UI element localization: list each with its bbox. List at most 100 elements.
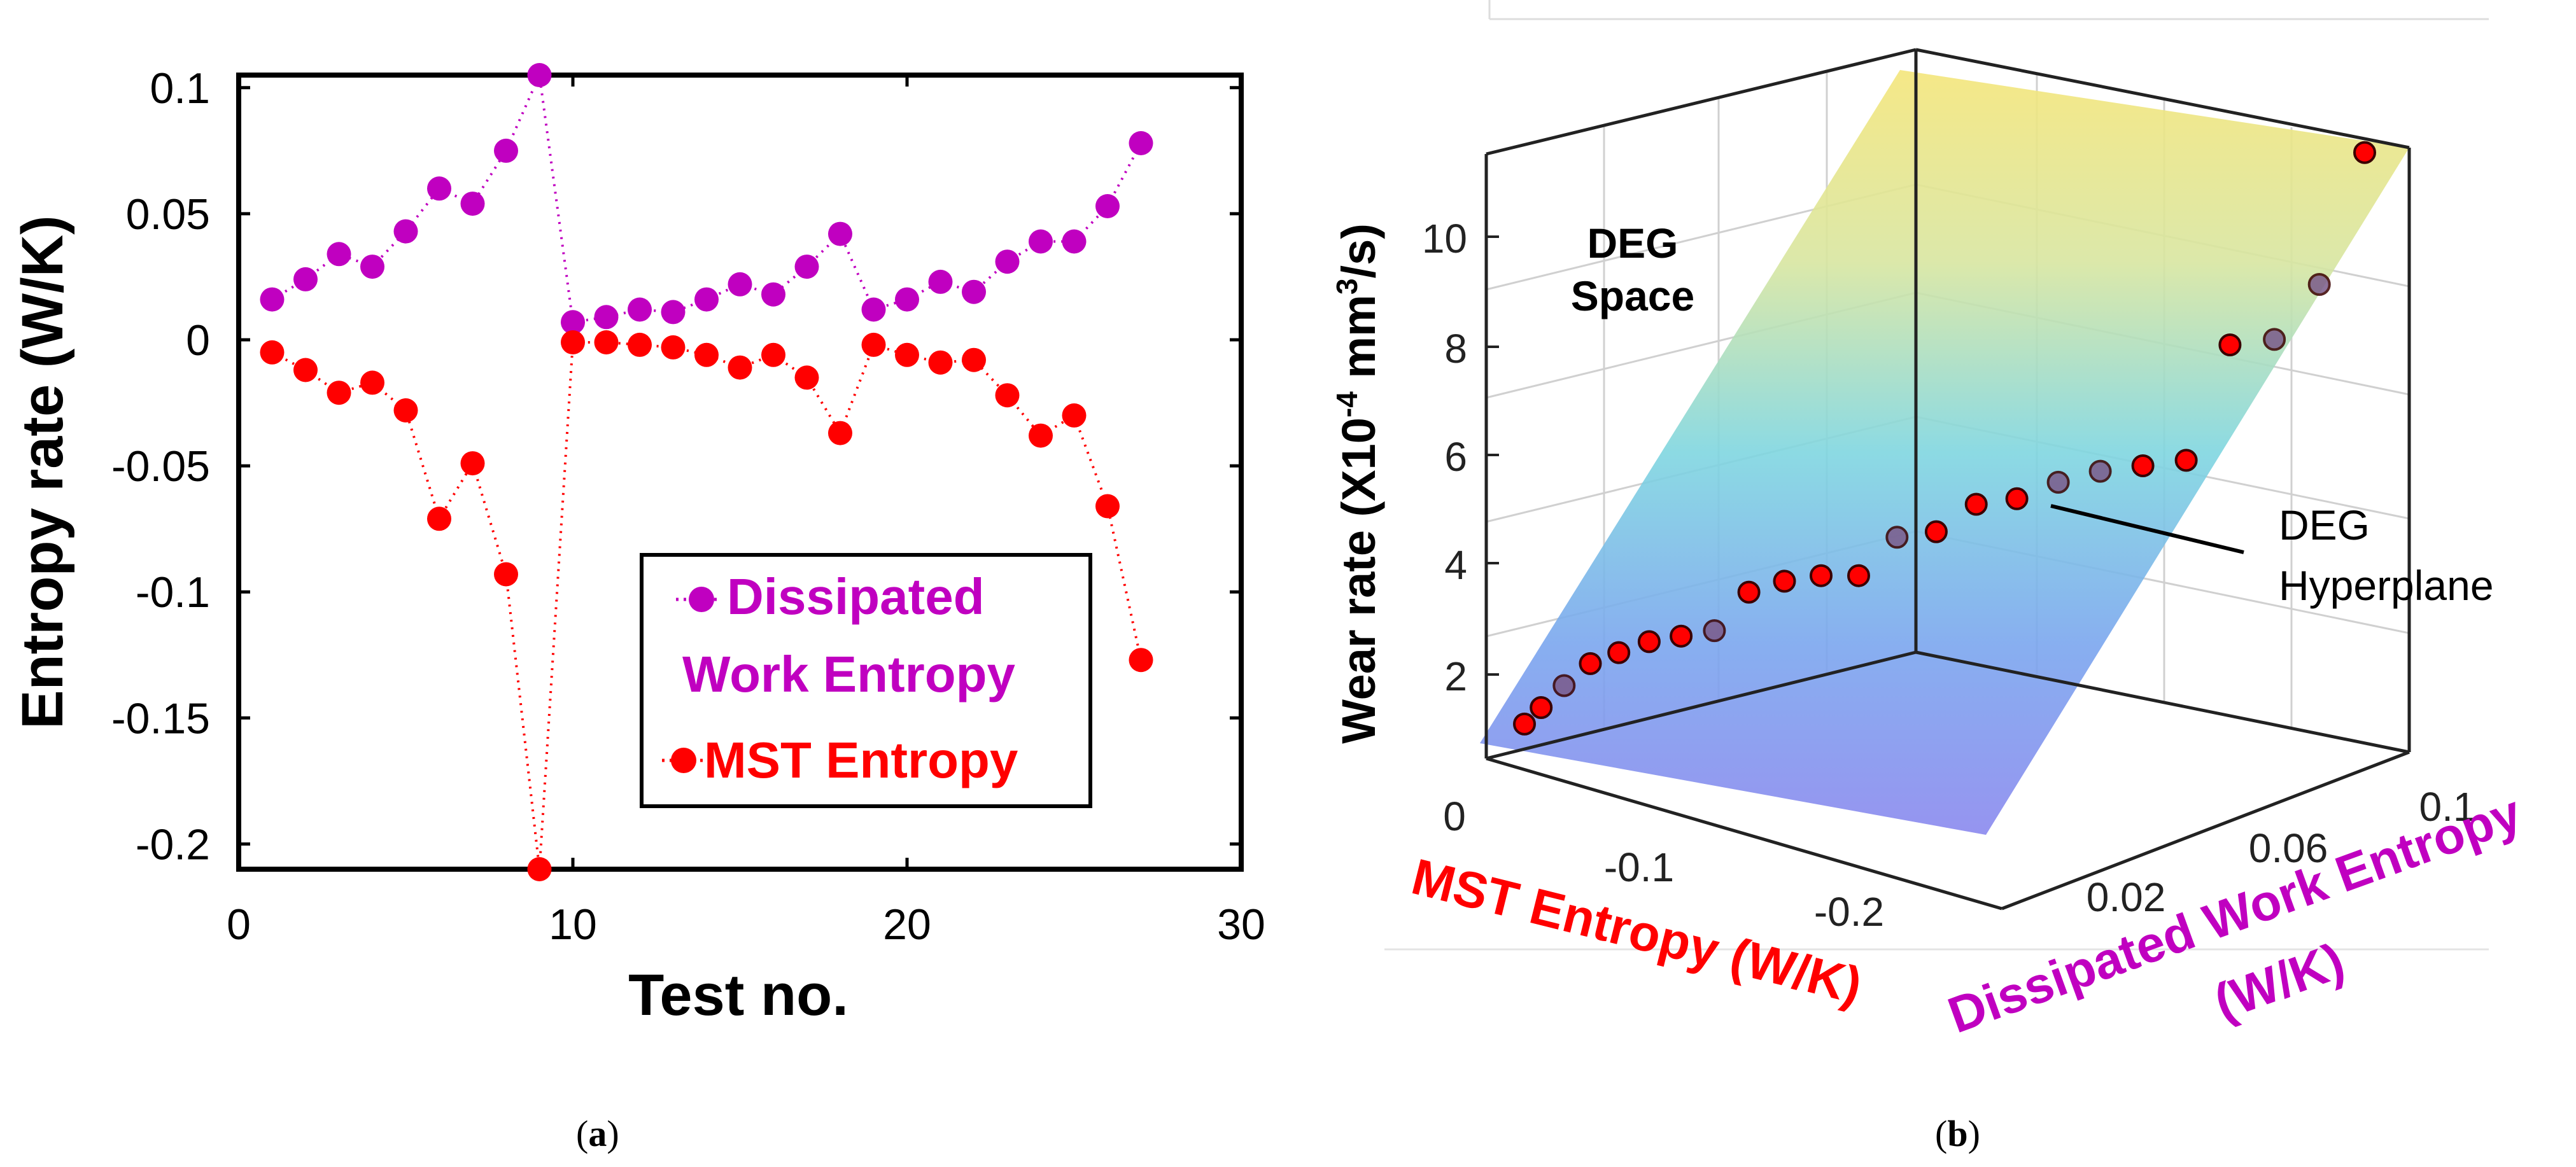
wear-rate-point (1530, 696, 1553, 719)
mst-point (360, 370, 384, 395)
hyperplane-pointer (2050, 504, 2244, 554)
dwe-point (327, 242, 351, 267)
y-tick-label: 0 (186, 316, 210, 365)
mst-point (661, 335, 686, 360)
z-tick-label: 10 (1422, 216, 1467, 262)
wear-rate-point (1670, 624, 1693, 648)
dwe-point (1062, 229, 1087, 254)
z-axis-label: Wear rate (X10-4 mm3/s) (1330, 223, 1385, 744)
z-axis-ticks: 2 4 6 8 10 (1422, 216, 1499, 699)
dwe-point (527, 63, 552, 87)
wear-rate-point (2046, 470, 2070, 494)
wear-rate-point (1773, 570, 1796, 593)
mst-point (260, 340, 285, 365)
mst-point (728, 355, 752, 380)
dwe-point (460, 192, 485, 216)
deg-hyperplane-label-line2: Hyperplane (2279, 562, 2494, 609)
mst-point (293, 358, 318, 382)
mst-point (861, 332, 886, 357)
mst-point (628, 332, 652, 357)
x-tick-label: 30 (1217, 900, 1265, 949)
y-axis-label: Entropy rate (W/K) (10, 215, 75, 729)
mst-point (895, 342, 919, 367)
deg-hyperplane (1480, 70, 2409, 835)
dwe-point (728, 272, 752, 297)
legend-dwe-label-line1: Dissipated (727, 568, 985, 625)
wear-rate-point (2174, 449, 2198, 472)
series-points (260, 63, 1153, 881)
wear-rate-point (2088, 459, 2112, 483)
y-tick-label: -0.05 (111, 442, 210, 491)
x-axis-ticks: 0 10 20 30 (227, 75, 1265, 949)
dwe-point (828, 221, 852, 246)
mst-point (995, 383, 1020, 408)
mst-point (427, 507, 451, 531)
x-axis-label: Test no. (628, 963, 848, 1028)
dwe-point (494, 138, 518, 163)
legend-dwe-marker (689, 587, 714, 612)
dwe-point (895, 287, 919, 312)
wear-rate-point (1737, 580, 1761, 604)
mst-point (561, 330, 585, 354)
wear-rate-point (1552, 674, 1576, 697)
wear-rate-point (2131, 454, 2155, 477)
wear-rate-point (1964, 493, 1988, 516)
mst-point (928, 350, 953, 375)
wear-rate-point (1703, 619, 1726, 643)
wear-rate-point (1579, 652, 1602, 675)
mst-point (1129, 648, 1153, 673)
mst-point (962, 347, 986, 372)
wear-rate-point (2005, 487, 2029, 510)
dwe-point (360, 255, 384, 279)
legend-dwe-label-line2: Work Entropy (682, 646, 1016, 702)
legend-box (640, 553, 1092, 808)
wear-rate-point (1924, 520, 1948, 543)
mst-point (494, 562, 518, 587)
mst-point (1095, 494, 1120, 519)
y-tick-label: -0.2 (136, 820, 210, 869)
dwe-point (928, 269, 953, 294)
deg-space-label-line1: DEG (1587, 220, 1678, 267)
dwe-point (794, 255, 819, 279)
deg-hyperplane-label-line1: DEG (2279, 501, 2370, 549)
dwe-point (594, 305, 619, 330)
entropy-rate-chart: 0.1 0.05 0 -0.05 -0.1 -0.15 -0.2 0 10 20 30 Test … (10, 63, 1265, 1028)
z-tick-label: 4 (1444, 542, 1467, 588)
mst-point (460, 451, 485, 476)
wear-rate-point (1607, 641, 1631, 664)
dwe-point (761, 282, 785, 307)
dwe-point (260, 287, 285, 312)
mst-point (1062, 403, 1087, 428)
x-tick-label: 20 (883, 900, 931, 949)
mst-point (527, 857, 552, 881)
wear-rate-point (2353, 141, 2376, 164)
wear-rate-point (1637, 630, 1661, 653)
mst-point (761, 342, 785, 367)
dwe-point (427, 176, 451, 201)
dwe-point (1029, 229, 1053, 254)
dwe-point (1095, 194, 1120, 218)
z-tick-label: 6 (1444, 434, 1467, 480)
wear-rate-point (1847, 564, 1870, 587)
wear-rate-point (2307, 273, 2331, 296)
x-tick-label: 0 (227, 900, 251, 949)
y-axis-ticks: 0.1 0.05 0 -0.05 -0.1 -0.15 -0.2 (111, 64, 1241, 869)
dwe-point (995, 249, 1020, 274)
mst-point (594, 330, 619, 354)
dwe-point (962, 279, 986, 304)
mst-point (1029, 423, 1053, 448)
x-tick-label: -0.2 (1814, 889, 1884, 935)
deg-space-label-line2: Space (1571, 272, 1694, 319)
wear-rate-point (2263, 328, 2286, 351)
x-tick-label: 0 (1443, 793, 1466, 839)
wear-rate-point (2218, 333, 2242, 356)
y-tick-label: -0.1 (136, 568, 210, 617)
wear-rate-point (1885, 526, 1909, 549)
z-tick-label: 2 (1444, 653, 1467, 699)
y-tick-label: 0.05 (126, 190, 210, 239)
y-tick-label: 0.06 (2249, 825, 2328, 871)
wear-rate-point (1513, 712, 1536, 736)
annotations: DEG Space DEG Hyperplane (1571, 220, 2494, 609)
caption-b: (b) (1935, 1113, 1980, 1154)
mst-point (828, 421, 852, 445)
